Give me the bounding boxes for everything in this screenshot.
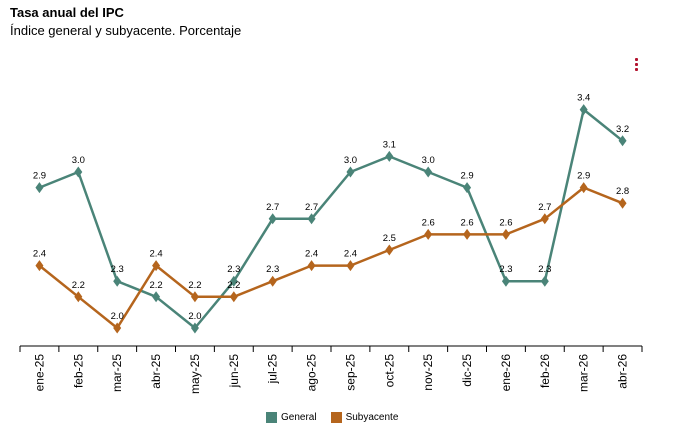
data-label-general: 2.0: [188, 311, 201, 322]
data-label-subyacente: 2.6: [499, 217, 512, 228]
x-tick-label: jul-25: [266, 354, 280, 385]
data-label-subyacente: 2.2: [72, 280, 85, 291]
data-point-subyacente: [229, 291, 238, 303]
data-label-general: 3.0: [422, 155, 435, 166]
legend-item-general[interactable]: General: [266, 412, 317, 423]
data-point-general: [74, 166, 83, 178]
data-point-subyacente: [35, 260, 44, 272]
data-point-subyacente: [113, 322, 122, 334]
data-point-subyacente: [74, 291, 83, 303]
data-label-general: 2.3: [111, 264, 124, 275]
legend-label-subyacente: Subyacente: [345, 412, 399, 423]
data-label-subyacente: 2.6: [422, 217, 435, 228]
data-point-general: [385, 150, 394, 162]
vertical-dots-icon[interactable]: [634, 58, 639, 72]
data-point-general: [501, 275, 510, 287]
x-tick-label: dic-25: [460, 354, 474, 387]
data-label-general: 2.3: [538, 264, 551, 275]
data-label-subyacente: 2.2: [188, 280, 201, 291]
data-label-subyacente: 2.4: [344, 249, 357, 260]
x-tick-label: abr-25: [149, 354, 163, 389]
data-point-general: [190, 322, 199, 334]
x-tick-label: ene-26: [499, 354, 513, 392]
data-label-general: 2.7: [266, 202, 279, 213]
data-point-subyacente: [463, 228, 472, 240]
series-line-subyacente: [38, 186, 624, 330]
x-tick-label: ago-25: [305, 354, 319, 392]
data-label-general: 2.9: [33, 171, 46, 182]
x-tick-label: oct-25: [382, 354, 396, 388]
x-tick-label: abr-26: [616, 354, 630, 389]
data-point-subyacente: [579, 182, 588, 194]
chart-title: Tasa anual del IPC: [10, 5, 124, 20]
data-point-general: [268, 213, 277, 225]
legend-label-general: General: [281, 412, 317, 423]
data-point-general: [424, 166, 433, 178]
data-label-general: 2.2: [149, 280, 162, 291]
data-label-general: 3.0: [72, 155, 85, 166]
data-point-general: [229, 275, 238, 287]
data-label-subyacente: 2.9: [577, 171, 590, 182]
data-point-general: [346, 166, 355, 178]
data-label-subyacente: 2.4: [149, 249, 162, 260]
data-label-subyacente: 2.0: [111, 311, 124, 322]
data-point-subyacente: [618, 197, 627, 209]
data-label-general: 2.3: [499, 264, 512, 275]
data-label-general: 2.9: [460, 171, 473, 182]
x-tick-label: sep-25: [343, 354, 357, 391]
legend-swatch-general: [266, 412, 277, 423]
data-point-subyacente: [268, 275, 277, 287]
data-point-general: [579, 104, 588, 116]
x-tick-label: mar-25: [110, 354, 124, 392]
series-line-general: [38, 108, 624, 330]
data-point-subyacente: [501, 228, 510, 240]
data-point-subyacente: [346, 260, 355, 272]
data-label-general: 2.7: [305, 202, 318, 213]
data-label-general: 3.4: [577, 93, 590, 104]
data-point-subyacente: [307, 260, 316, 272]
data-label-subyacente: 2.8: [616, 186, 629, 197]
data-point-general: [113, 275, 122, 287]
data-label-subyacente: 2.2: [227, 280, 240, 291]
x-tick-label: jun-25: [227, 354, 241, 389]
data-point-general: [540, 275, 549, 287]
data-point-general: [307, 213, 316, 225]
data-label-general: 3.0: [344, 155, 357, 166]
data-point-subyacente: [540, 213, 549, 225]
data-label-subyacente: 2.4: [33, 249, 46, 260]
x-tick-label: mar-26: [577, 354, 591, 392]
data-label-general: 2.3: [227, 264, 240, 275]
legend-swatch-subyacente: [330, 412, 342, 423]
data-point-general: [618, 135, 627, 147]
x-tick-label: nov-25: [421, 354, 435, 391]
data-point-general: [463, 182, 472, 194]
x-tick-label: feb-25: [71, 354, 85, 388]
data-label-subyacente: 2.4: [305, 249, 318, 260]
data-label-general: 3.2: [616, 124, 629, 135]
data-point-general: [152, 291, 161, 303]
data-point-subyacente: [190, 291, 199, 303]
data-label-subyacente: 2.6: [460, 217, 473, 228]
data-point-subyacente: [385, 244, 394, 256]
x-tick-label: may-25: [188, 354, 202, 394]
data-label-subyacente: 2.3: [266, 264, 279, 275]
legend: General Subyacente: [266, 412, 398, 423]
data-label-subyacente: 2.7: [538, 202, 551, 213]
data-label-general: 3.1: [383, 139, 396, 150]
data-point-general: [35, 182, 44, 194]
data-label-subyacente: 2.5: [383, 233, 396, 244]
x-tick-label: ene-25: [32, 354, 46, 392]
chart-subtitle: Índice general y subyacente. Porcentaje: [10, 23, 242, 38]
data-point-subyacente: [152, 260, 161, 272]
data-point-subyacente: [424, 228, 433, 240]
legend-item-subyacente[interactable]: Subyacente: [330, 412, 399, 423]
x-tick-label: feb-26: [538, 354, 552, 388]
